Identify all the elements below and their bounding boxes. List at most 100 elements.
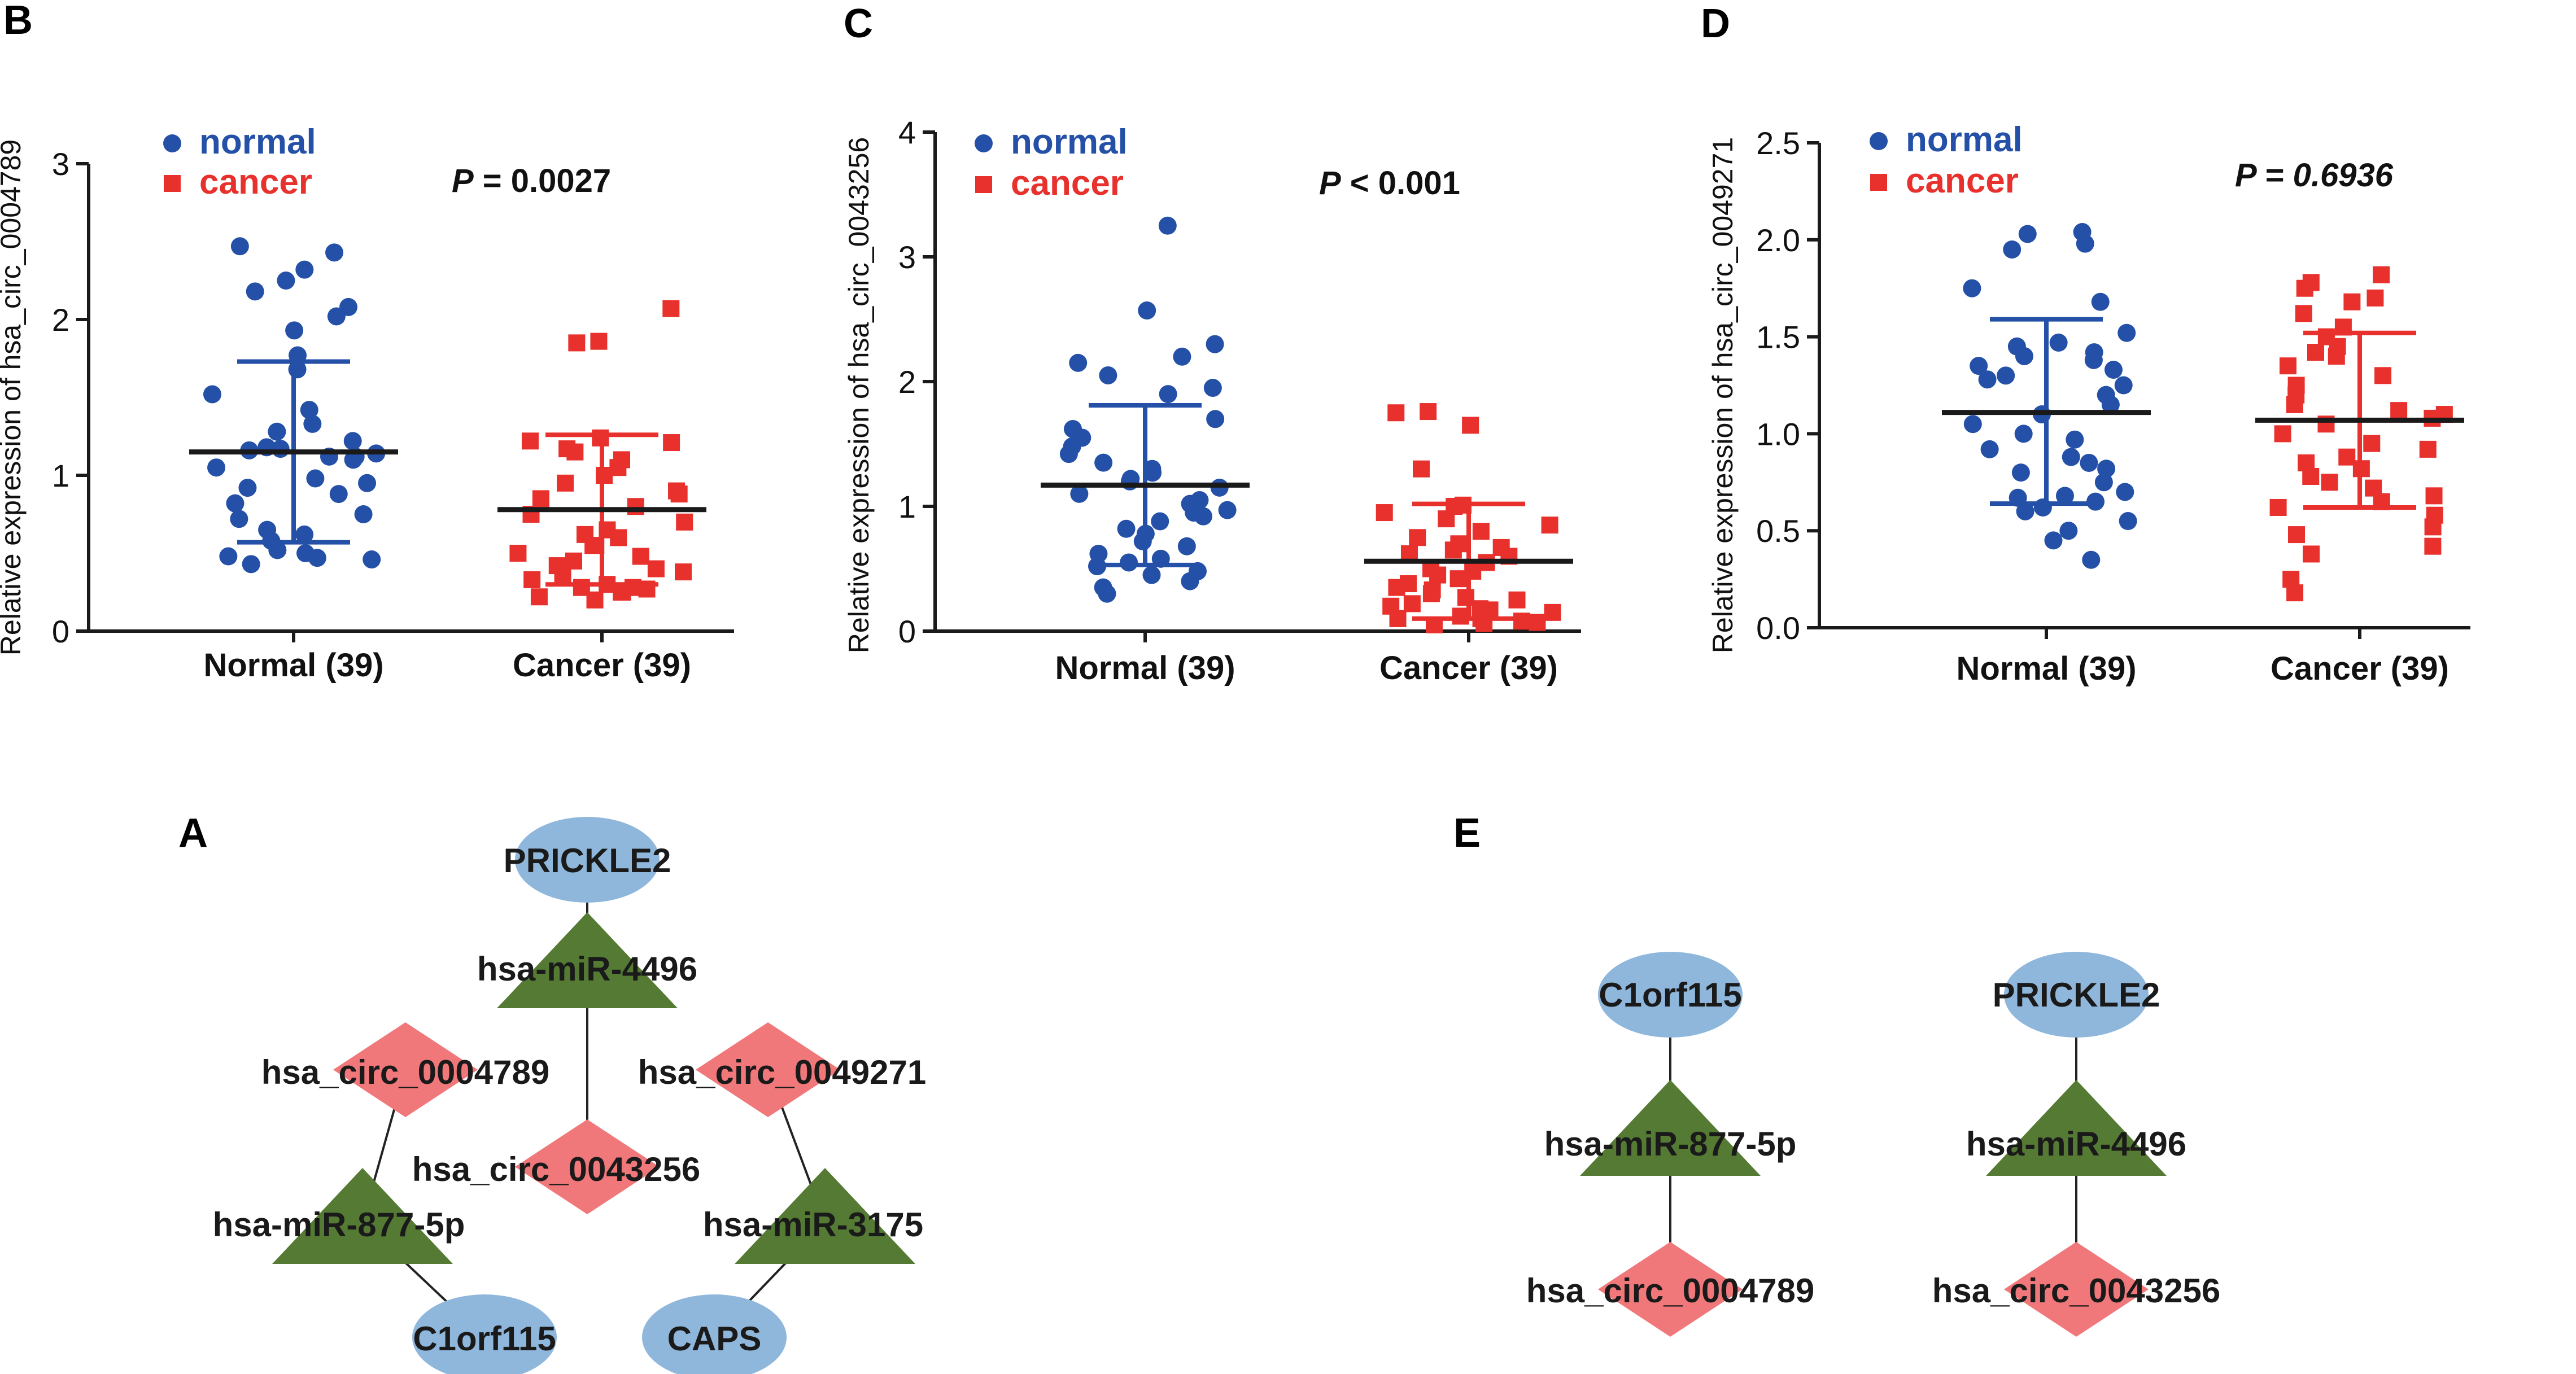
data-point: [1069, 353, 1088, 372]
data-point: [568, 334, 586, 352]
panel-label: A: [178, 811, 208, 856]
data-point: [1376, 504, 1393, 522]
data-point: [2363, 435, 2381, 452]
network-node: hsa_circ_0004789: [261, 1022, 549, 1117]
data-point: [596, 467, 613, 484]
data-point: [1177, 537, 1196, 555]
network-node: hsa_circ_0043256: [1932, 1242, 2220, 1337]
mirna-node: [272, 1168, 453, 1264]
data-point: [1403, 595, 1421, 612]
data-point: [1409, 529, 1426, 546]
data-point: [246, 282, 264, 301]
data-point: [2097, 460, 2116, 478]
data-point: [675, 563, 692, 581]
legend-normal-label: normal: [199, 122, 316, 161]
data-point: [523, 571, 541, 588]
p-value-text: = 0.6936: [2256, 157, 2394, 194]
data-point: [1508, 591, 1526, 609]
legend-cancer-marker: [975, 176, 992, 193]
data-point: [1513, 612, 1531, 630]
network-node: hsa-miR-3175: [703, 1168, 923, 1264]
data-point: [2269, 498, 2287, 516]
data-point: [586, 591, 604, 609]
data-point: [1387, 404, 1405, 422]
data-point: [2419, 440, 2437, 458]
data-point: [308, 549, 326, 567]
circrna-node: [696, 1022, 840, 1117]
data-point: [1173, 347, 1191, 366]
p-value: P = 0.6936: [2235, 157, 2394, 194]
network-node: PRICKLE2: [504, 817, 671, 903]
data-point: [2286, 584, 2304, 602]
data-point: [2117, 323, 2136, 342]
data-point: [2296, 279, 2313, 297]
y-tick-label: 2: [52, 302, 69, 338]
node-label: hsa_circ_0043256: [1932, 1272, 2220, 1310]
data-point: [277, 272, 295, 290]
data-point: [2076, 234, 2094, 253]
data-point: [1206, 410, 1225, 428]
x-category-label: Normal (39): [1055, 650, 1235, 686]
p-value-symbol: P: [452, 163, 474, 199]
network-node: hsa_circ_0049271: [638, 1022, 926, 1117]
data-point: [676, 513, 693, 531]
data-point: [207, 458, 226, 477]
mirna-node: [735, 1168, 915, 1264]
data-point: [590, 332, 608, 350]
p-value-symbol: P: [2235, 157, 2257, 194]
data-point: [2033, 498, 2052, 517]
data-point: [1159, 385, 1177, 404]
data-point: [2066, 430, 2084, 449]
gene-node: [515, 817, 660, 903]
network-node: PRICKLE2: [1993, 952, 2160, 1038]
data-point: [532, 490, 549, 507]
data-point: [1544, 603, 1561, 621]
data-point: [238, 479, 257, 497]
data-point: [2015, 347, 2033, 365]
data-point: [2288, 526, 2306, 544]
data-point: [2303, 545, 2320, 563]
data-point: [306, 469, 325, 488]
data-point: [1472, 523, 1490, 540]
data-point: [670, 485, 688, 503]
panel-label: C: [844, 1, 873, 46]
gene-node: [412, 1294, 557, 1374]
data-point: [1978, 370, 1997, 389]
data-point: [1980, 440, 1999, 458]
y-tick-label: 2.5: [1756, 125, 1800, 161]
node-label: PRICKLE2: [504, 842, 671, 879]
node-label: C1orf115: [413, 1320, 556, 1358]
legend-cancer-marker: [1870, 174, 1887, 191]
y-tick-label: 0.5: [1756, 513, 1800, 549]
p-value-symbol: P: [1319, 165, 1341, 202]
data-point: [268, 422, 286, 441]
data-point: [1422, 585, 1440, 602]
data-point: [343, 432, 362, 450]
data-point: [1444, 541, 1462, 559]
data-point: [1151, 512, 1169, 531]
data-point: [647, 560, 665, 577]
y-axis-title: Relative expression of hsa_circ_0004789: [0, 139, 27, 655]
mirna-node: [497, 912, 678, 1008]
panel-label: D: [1701, 1, 1730, 46]
data-point: [2003, 240, 2021, 259]
circrna-node: [515, 1119, 660, 1214]
legend-normal-marker: [975, 134, 993, 152]
node-label: hsa-miR-4496: [1966, 1125, 2186, 1163]
legend-cancer-label: cancer: [199, 163, 312, 202]
node-label: hsa_circ_0004789: [1526, 1272, 1814, 1310]
data-point: [268, 541, 287, 559]
data-point: [1133, 532, 1152, 550]
data-point: [1420, 403, 1437, 421]
data-point: [1963, 415, 1982, 434]
data-point: [521, 432, 539, 450]
data-point: [1120, 472, 1139, 491]
y-tick-label: 1: [898, 489, 916, 524]
y-tick-label: 0: [898, 614, 916, 649]
data-point: [2424, 518, 2442, 536]
data-point: [1143, 463, 1162, 482]
data-point: [2367, 289, 2384, 307]
data-point: [2373, 266, 2390, 283]
